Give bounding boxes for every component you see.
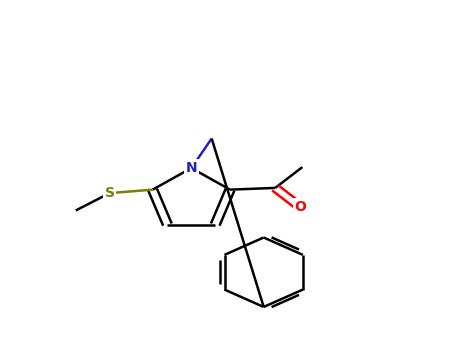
Text: S: S: [105, 186, 115, 200]
Text: N: N: [186, 161, 197, 175]
Text: O: O: [294, 200, 306, 214]
